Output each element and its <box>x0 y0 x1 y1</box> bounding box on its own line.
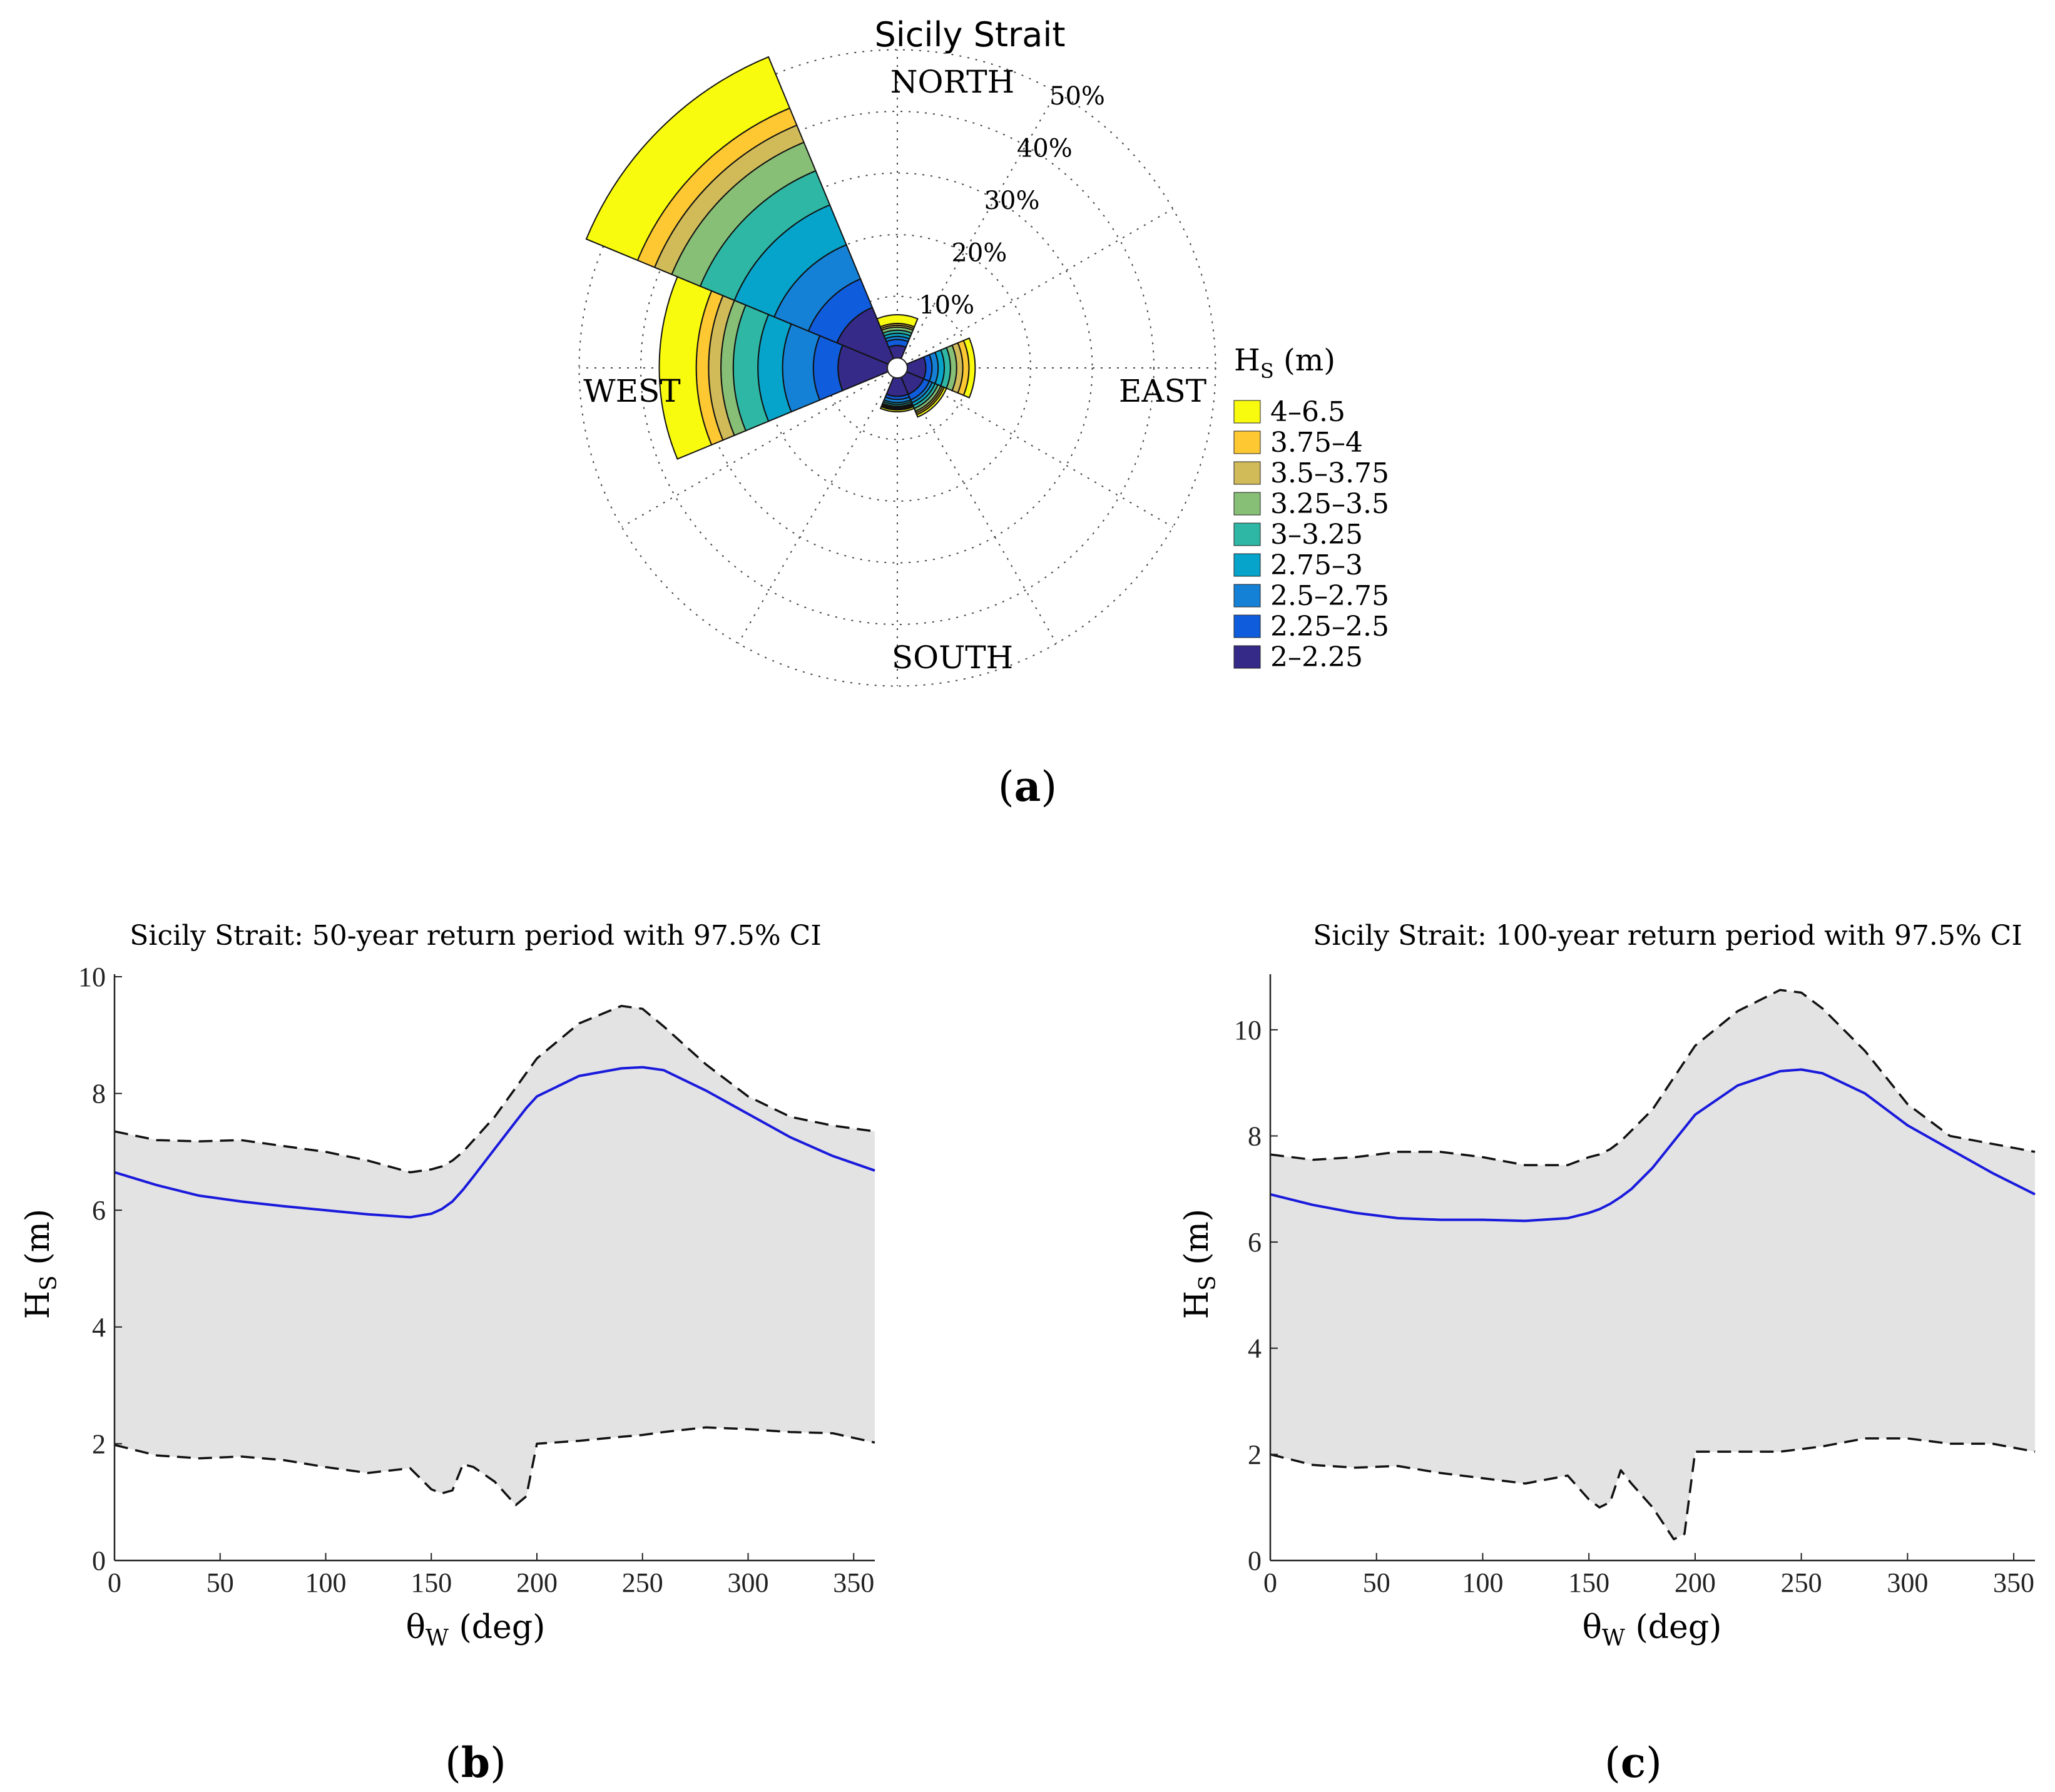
legend-title: HS (m) <box>1234 343 1335 383</box>
rose-radial-ticks: 10% 20% 30% 40% 50% <box>919 82 1105 320</box>
rose-sector-315-bin-8 <box>585 56 791 262</box>
y-tick-label-0: 0 <box>1248 1545 1262 1576</box>
x-tick-label-300: 300 <box>728 1567 769 1598</box>
x-tick-label-100: 100 <box>305 1567 347 1598</box>
y-tick-label-2: 2 <box>1248 1439 1262 1470</box>
legend-items: 4–6.53.75–43.5–3.753.25–3.53–3.252.75–32… <box>1233 396 1389 673</box>
rose-tick-40%: 40% <box>1017 134 1073 163</box>
rose-spoke <box>897 208 1173 369</box>
y-tick-label-0: 0 <box>92 1545 106 1576</box>
x-tick-label-200: 200 <box>1675 1567 1716 1598</box>
lower-CI-line <box>114 1426 875 1507</box>
rose-sector-270-bin-8 <box>658 276 713 460</box>
x-tick-label-50: 50 <box>1363 1567 1390 1598</box>
return-period-100-chart: Sicily Strait: 100-year return period wi… <box>1178 920 2036 1787</box>
rose-center <box>887 357 908 379</box>
legend-label: 4–6.5 <box>1270 396 1345 428</box>
chart-c-xlabel: θW (deg) <box>1583 1609 1722 1651</box>
legend-label: 2–2.25 <box>1270 641 1363 673</box>
x-tick-label-150: 150 <box>410 1567 452 1598</box>
y-tick-label-8: 8 <box>92 1079 106 1109</box>
rose-legend: HS (m) 4–6.53.75–43.5–3.753.25–3.53–3.25… <box>1233 343 1389 673</box>
rose-tick-20%: 20% <box>951 238 1007 267</box>
upper-CI-line <box>1270 989 2036 1166</box>
legend-swatch <box>1233 400 1261 424</box>
rose-grid-circle-3 <box>701 172 1093 564</box>
rose-title: Sicily Strait <box>874 15 1065 54</box>
return-level-line <box>1270 1068 2036 1223</box>
ci-band <box>115 1005 875 1505</box>
legend-swatch <box>1233 584 1261 608</box>
legend-label: 3.25–3.5 <box>1270 488 1389 520</box>
rose-sector-270-bin-1 <box>812 335 844 401</box>
rose-sector-0-bin-8 <box>876 314 919 328</box>
rose-sectors <box>585 56 976 460</box>
rose-west-label: WEST <box>583 373 681 409</box>
rose-sector-90-bin-8 <box>962 337 976 399</box>
legend-swatch <box>1233 522 1261 546</box>
legend-swatch <box>1233 492 1261 516</box>
chart-b-title: Sicily Strait: 50-year return period wit… <box>130 920 821 952</box>
y-tick-label-10: 10 <box>78 962 106 992</box>
return-level-line <box>114 1066 875 1219</box>
rose-south-label: SOUTH <box>892 639 1013 676</box>
return-period-50-chart: Sicily Strait: 50-year return period wit… <box>19 920 875 1787</box>
x-tick-label-300: 300 <box>1887 1567 1928 1598</box>
legend-label: 3–3.25 <box>1270 519 1363 551</box>
chart-b-plot-area: 0 50 100 150 200 250 300 350 0 2 4 6 8 10 <box>78 962 875 1598</box>
legend-swatch <box>1233 553 1261 577</box>
x-tick-label-250: 250 <box>1781 1567 1822 1598</box>
rose-grid-circle-4 <box>640 111 1155 625</box>
panel-label-b: (b) <box>445 1738 506 1787</box>
wind-rose-chart: Sicily Strait 10% 20% 30% 40% 50% NORTH SOUT… <box>578 15 1389 811</box>
rose-tick-50%: 50% <box>1049 82 1105 111</box>
y-tick-label-10: 10 <box>1234 1015 1262 1046</box>
x-tick-label-100: 100 <box>1462 1567 1503 1598</box>
lower-CI-line <box>1270 1437 2036 1540</box>
x-tick-label-200: 200 <box>516 1567 558 1598</box>
chart-c-title: Sicily Strait: 100-year return period wi… <box>1313 920 2022 952</box>
y-tick-label-2: 2 <box>92 1428 106 1459</box>
rose-east-label: EAST <box>1119 373 1206 409</box>
chart-c-plot-area: 0 50 100 150 200 250 300 350 0 2 4 6 8 10 <box>1234 974 2036 1598</box>
x-tick-label-350: 350 <box>833 1567 874 1598</box>
x-tick-label-350: 350 <box>1993 1567 2034 1598</box>
rose-sector-135-bin-8 <box>915 386 947 418</box>
rose-tick-30%: 30% <box>984 186 1040 215</box>
chart-b-ylabel: HS (m) <box>19 1209 62 1319</box>
rose-north-label: NORTH <box>890 64 1014 100</box>
chart-c-ylabel: HS (m) <box>1178 1209 1221 1319</box>
legend-swatch <box>1233 645 1261 669</box>
legend-swatch <box>1233 461 1261 485</box>
x-tick-label-250: 250 <box>622 1567 663 1598</box>
upper-CI-line <box>114 1004 875 1174</box>
ci-band <box>1270 990 2035 1540</box>
legend-label: 2.5–2.75 <box>1270 580 1389 612</box>
y-tick-label-4: 4 <box>1248 1333 1262 1364</box>
x-tick-label-0: 0 <box>1263 1567 1277 1598</box>
y-tick-label-4: 4 <box>92 1312 106 1343</box>
chart-b-xlabel: θW (deg) <box>406 1609 546 1651</box>
x-tick-label-150: 150 <box>1568 1567 1609 1598</box>
x-tick-label-50: 50 <box>207 1567 234 1598</box>
legend-label: 2.75–3 <box>1270 549 1363 581</box>
legend-swatch <box>1233 430 1261 454</box>
x-tick-label-0: 0 <box>108 1567 121 1598</box>
panel-label-a: (a) <box>998 762 1057 811</box>
legend-label: 2.25–2.5 <box>1270 611 1389 643</box>
panel-label-c: (c) <box>1604 1738 1662 1787</box>
legend-label: 3.5–3.75 <box>1270 457 1389 489</box>
rose-sector-180-bin-8 <box>879 405 915 413</box>
y-tick-label-6: 6 <box>1248 1227 1262 1258</box>
rose-tick-10%: 10% <box>919 291 974 320</box>
legend-label: 3.75–4 <box>1270 427 1363 459</box>
y-tick-label-6: 6 <box>92 1195 106 1226</box>
legend-swatch <box>1233 614 1261 638</box>
rose-grid-circle-2 <box>763 234 1031 502</box>
y-tick-label-8: 8 <box>1248 1121 1262 1151</box>
